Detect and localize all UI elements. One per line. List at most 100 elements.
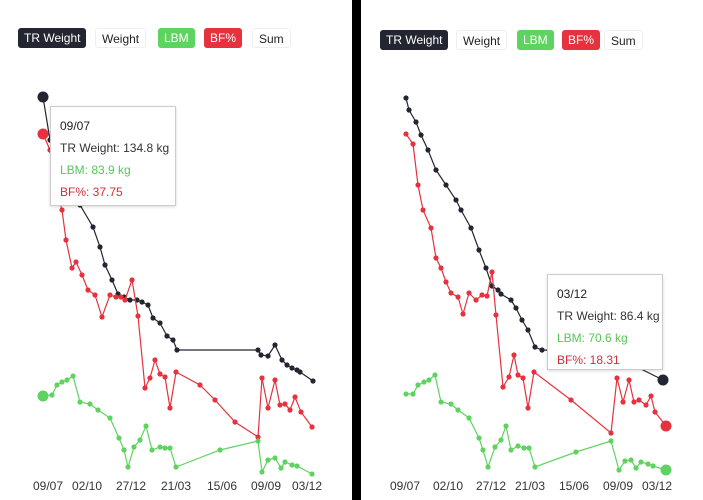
data-point-lbm[interactable] xyxy=(432,372,438,378)
data-point-bf[interactable] xyxy=(614,375,620,381)
data-point-bf[interactable] xyxy=(113,294,119,300)
data-point-bf[interactable] xyxy=(500,384,506,390)
data-point-lbm[interactable] xyxy=(95,407,101,413)
data-point-tr-weight[interactable] xyxy=(519,317,525,323)
data-point-bf[interactable] xyxy=(438,265,444,271)
data-point-bf[interactable] xyxy=(265,405,271,411)
data-point-tr-weight[interactable] xyxy=(498,291,504,297)
data-point-tr-weight[interactable] xyxy=(272,342,278,348)
data-point-tr-weight[interactable] xyxy=(310,378,316,384)
data-point-tr-weight[interactable] xyxy=(97,244,103,250)
data-point-lbm[interactable] xyxy=(498,437,504,443)
data-point-bf[interactable] xyxy=(292,394,298,400)
data-point-bf[interactable] xyxy=(525,405,531,411)
data-point-lbm[interactable] xyxy=(608,438,614,444)
data-point-tr-weight[interactable] xyxy=(458,207,464,213)
data-point-tr-weight[interactable] xyxy=(258,352,264,358)
line-chart[interactable]: 09/07 02/10 27/12 21/03 15/06 09/09 03/12 xyxy=(0,0,352,500)
legend-tr-weight[interactable]: TR Weight xyxy=(380,30,449,50)
data-point-bf[interactable] xyxy=(122,297,128,303)
data-point-bf[interactable] xyxy=(162,374,168,380)
data-point-bf[interactable] xyxy=(167,405,173,411)
data-point-tr-weight[interactable] xyxy=(532,344,538,350)
data-point-lbm[interactable] xyxy=(157,444,163,450)
data-point-lbm[interactable] xyxy=(70,373,76,379)
data-point-tr-weight[interactable] xyxy=(157,320,163,326)
data-point-lbm[interactable] xyxy=(622,458,628,464)
data-point-lbm[interactable] xyxy=(573,449,579,455)
data-point-bf[interactable] xyxy=(420,207,426,213)
data-point-lbm[interactable] xyxy=(116,435,122,441)
data-point-lbm[interactable] xyxy=(526,445,532,451)
data-point-bf[interactable] xyxy=(157,371,163,377)
data-point-lbm[interactable] xyxy=(628,457,634,463)
data-point-bf[interactable] xyxy=(620,399,626,405)
data-point-lbm[interactable] xyxy=(137,437,143,443)
data-point-lbm[interactable] xyxy=(162,445,168,451)
data-point-bf[interactable] xyxy=(479,292,485,298)
data-point-tr-weight[interactable] xyxy=(433,167,439,173)
data-point-lbm[interactable] xyxy=(616,467,622,473)
data-point-tr-weight[interactable] xyxy=(418,132,424,138)
data-point-lbm[interactable] xyxy=(282,459,288,465)
data-point-lbm[interactable] xyxy=(278,465,284,471)
data-point-bf[interactable] xyxy=(152,357,158,363)
data-point-tr-weight[interactable] xyxy=(539,347,545,353)
data-point-tr-weight[interactable] xyxy=(265,353,271,359)
data-point-bf[interactable] xyxy=(660,420,672,432)
data-point-lbm[interactable] xyxy=(59,379,65,385)
legend-sum[interactable]: Sum xyxy=(252,28,291,48)
data-point-tr-weight[interactable] xyxy=(279,357,285,363)
data-point-tr-weight[interactable] xyxy=(90,224,96,230)
data-point-tr-weight[interactable] xyxy=(513,305,519,311)
legend-bf[interactable]: BF% xyxy=(562,30,601,50)
data-point-lbm[interactable] xyxy=(131,444,137,450)
data-point-tr-weight[interactable] xyxy=(127,297,133,303)
data-point-bf[interactable] xyxy=(79,272,85,278)
data-point-bf[interactable] xyxy=(448,290,454,296)
data-point-tr-weight[interactable] xyxy=(453,197,459,203)
data-point-lbm[interactable] xyxy=(173,464,179,470)
data-point-lbm[interactable] xyxy=(217,447,223,453)
data-point-tr-weight[interactable] xyxy=(483,265,489,271)
data-point-tr-weight[interactable] xyxy=(476,247,482,253)
data-point-lbm[interactable] xyxy=(532,464,538,470)
data-point-tr-weight[interactable] xyxy=(139,299,145,305)
data-point-bf[interactable] xyxy=(460,311,466,317)
data-point-lbm[interactable] xyxy=(265,457,271,463)
data-point-tr-weight[interactable] xyxy=(495,287,501,293)
data-point-bf[interactable] xyxy=(92,292,98,298)
data-point-lbm[interactable] xyxy=(415,382,421,388)
data-point-bf[interactable] xyxy=(85,287,91,293)
data-point-tr-weight[interactable] xyxy=(150,315,156,321)
data-point-lbm[interactable] xyxy=(645,461,651,467)
legend-sum[interactable]: Sum xyxy=(604,30,643,50)
data-point-bf[interactable] xyxy=(118,294,124,300)
data-point-bf[interactable] xyxy=(272,377,278,383)
data-point-tr-weight[interactable] xyxy=(443,182,449,188)
data-point-tr-weight[interactable] xyxy=(406,107,412,113)
data-point-tr-weight[interactable] xyxy=(37,91,49,103)
data-point-tr-weight[interactable] xyxy=(255,347,261,353)
data-point-bf[interactable] xyxy=(410,141,416,147)
data-point-bf[interactable] xyxy=(489,269,495,275)
line-chart[interactable]: 09/07 02/10 27/12 21/03 15/06 09/09 03/12 xyxy=(361,0,703,500)
data-point-lbm[interactable] xyxy=(64,377,70,383)
data-point-bf[interactable] xyxy=(298,409,304,415)
data-point-bf[interactable] xyxy=(520,375,526,381)
data-point-tr-weight[interactable] xyxy=(284,362,290,368)
data-point-lbm[interactable] xyxy=(107,415,113,421)
data-point-bf[interactable] xyxy=(197,382,203,388)
data-point-bf[interactable] xyxy=(173,369,179,375)
data-point-tr-weight[interactable] xyxy=(102,262,108,268)
data-point-bf[interactable] xyxy=(232,419,238,425)
data-point-tr-weight[interactable] xyxy=(425,147,431,153)
data-point-tr-weight[interactable] xyxy=(403,95,409,101)
data-point-lbm[interactable] xyxy=(125,464,131,470)
data-point-bf[interactable] xyxy=(506,374,512,380)
legend-lbm[interactable]: LBM xyxy=(158,28,195,48)
data-point-lbm[interactable] xyxy=(255,438,261,444)
data-point-bf[interactable] xyxy=(443,279,449,285)
data-point-bf[interactable] xyxy=(255,434,261,440)
data-point-bf[interactable] xyxy=(142,385,148,391)
